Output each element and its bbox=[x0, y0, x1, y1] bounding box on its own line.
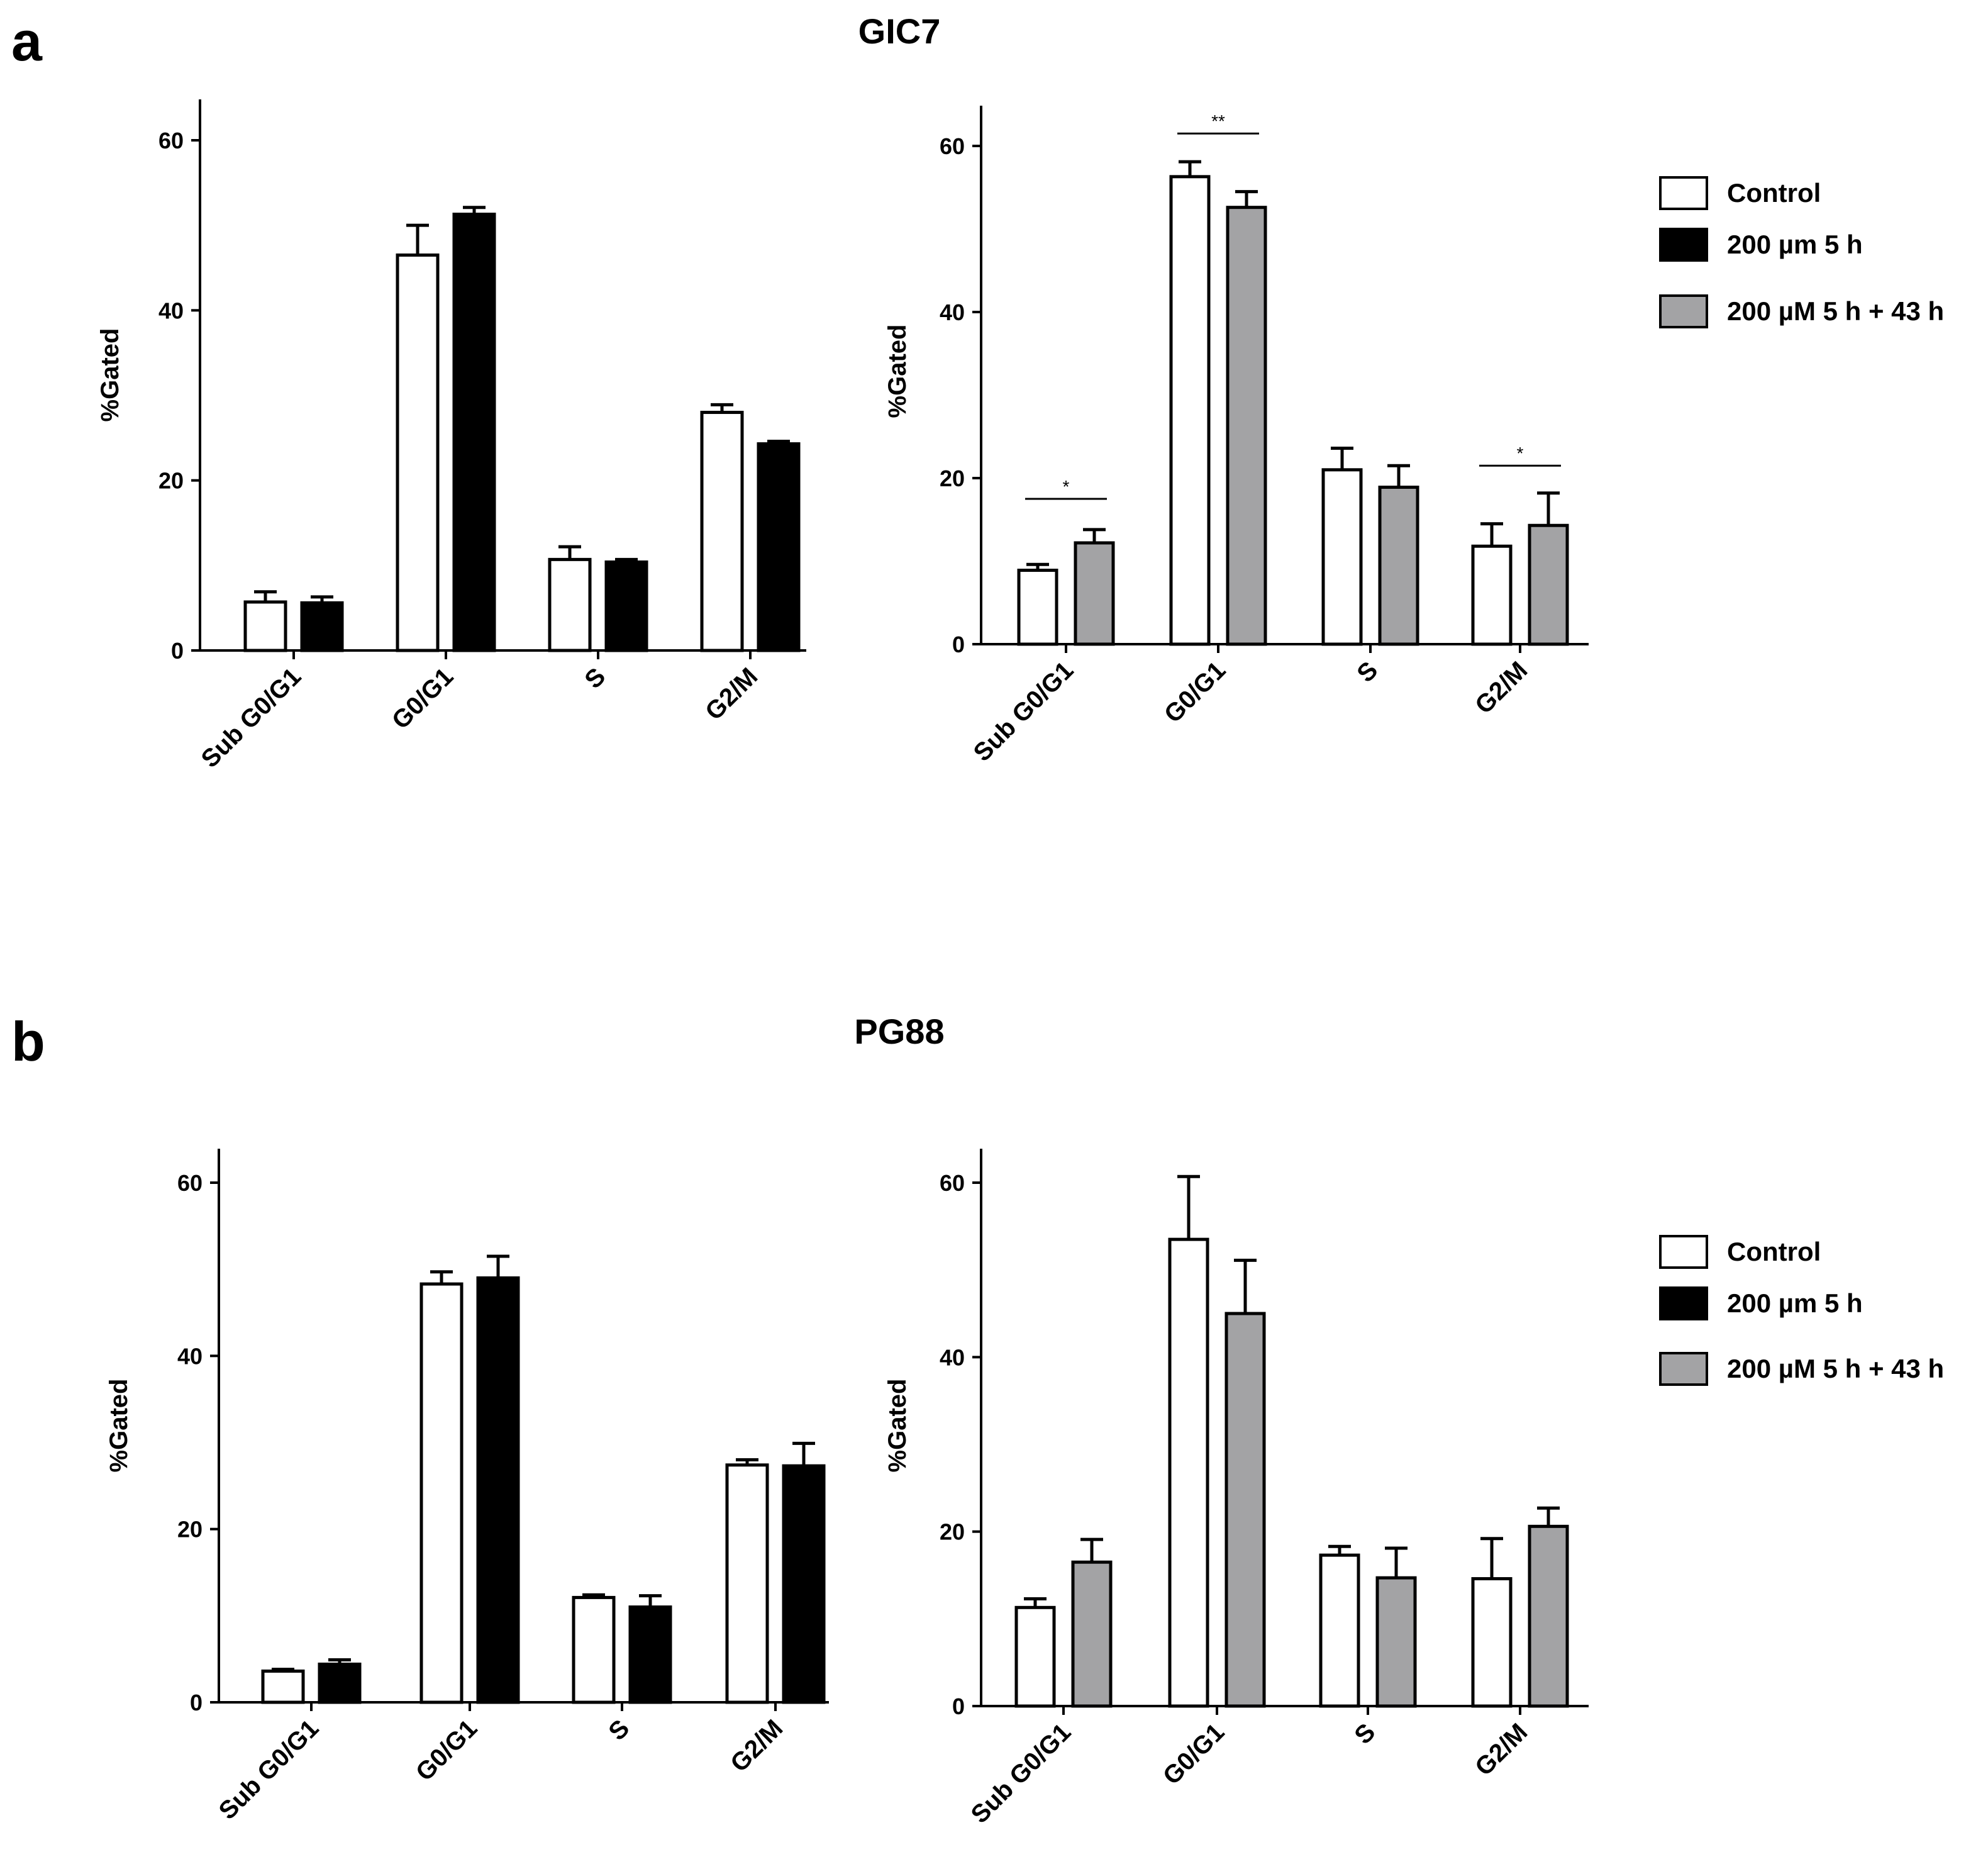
y-tick-label: 0 bbox=[171, 638, 184, 664]
y-tick-label: 20 bbox=[940, 1519, 965, 1545]
legend-swatch-200um-5h bbox=[1659, 228, 1708, 262]
y-tick-label: 60 bbox=[158, 128, 184, 153]
bar-200-m-5-h-g2-m bbox=[757, 442, 801, 652]
legend-item-200um-5h-43h: 200 µM 5 h + 43 h bbox=[1659, 289, 1944, 333]
x-tick-label-s: S bbox=[1352, 656, 1383, 688]
legend-item-control: Control bbox=[1659, 171, 1821, 215]
y-axis-label: %Gated bbox=[96, 328, 124, 422]
bar-200-m-5-h-s bbox=[604, 560, 648, 652]
bar-200-m-5-h-43-h-sub-g0-g1 bbox=[1074, 541, 1115, 646]
x-tick-label-sub-g0-g1: Sub G0/G1 bbox=[969, 656, 1079, 767]
y-tick-label: 40 bbox=[940, 299, 965, 325]
y-tick-label: 40 bbox=[177, 1343, 203, 1369]
y-tick-label: 0 bbox=[952, 1693, 965, 1719]
x-tick-label-g0-g1: G0/G1 bbox=[1159, 656, 1231, 728]
y-tick-label: 40 bbox=[158, 298, 184, 323]
bar-control-s bbox=[1321, 468, 1363, 646]
x-tick-label-g2-m: G2/M bbox=[1470, 1718, 1533, 1781]
bar-control-g0-g1 bbox=[396, 253, 440, 652]
legend-bottom: Control 200 µm 5 h 200 µM 5 h + 43 h bbox=[1659, 1230, 1988, 1419]
panel-a-title: GIC7 bbox=[858, 11, 941, 51]
bar-control-g0-g1 bbox=[419, 1282, 464, 1704]
bar-control-s bbox=[1319, 1553, 1360, 1708]
legend-label-control: Control bbox=[1727, 178, 1821, 208]
legend-swatch-200um-5h bbox=[1659, 1286, 1708, 1320]
legend-top: Control 200 µm 5 h 200 µM 5 h + 43 h bbox=[1659, 171, 1988, 360]
legend-swatch-control bbox=[1659, 176, 1708, 210]
y-axis-label: %Gated bbox=[105, 1379, 133, 1473]
legend-swatch-200um-5h-43h bbox=[1659, 294, 1708, 328]
bar-control-s bbox=[548, 557, 592, 652]
legend-label-200um-5h-43h: 200 µM 5 h + 43 h bbox=[1727, 1354, 1945, 1383]
bar-control-g2-m bbox=[700, 411, 744, 652]
legend-label-control: Control bbox=[1727, 1237, 1821, 1266]
y-axis-label: %Gated bbox=[884, 325, 911, 418]
panel-b-title: PG88 bbox=[854, 1012, 945, 1051]
bar-200-m-5-h-sub-g0-g1 bbox=[300, 601, 344, 652]
bar-control-g2-m bbox=[1471, 544, 1513, 646]
y-tick-label: 40 bbox=[940, 1344, 965, 1370]
bar-control-g2-m bbox=[1471, 1577, 1513, 1708]
panel-a-letter: a bbox=[11, 10, 42, 72]
legend-swatch-control bbox=[1659, 1235, 1708, 1269]
significance-marker-g2-m: * bbox=[1517, 444, 1524, 463]
legend-item-200um-5h: 200 µm 5 h bbox=[1659, 223, 1863, 267]
bar-200-m-5-h-43-h-sub-g0-g1 bbox=[1071, 1560, 1113, 1708]
legend-label-200um-5h: 200 µm 5 h bbox=[1727, 1288, 1863, 1318]
bar-200-m-5-h-sub-g0-g1 bbox=[318, 1662, 362, 1704]
chart-b-right: 0 20 40 60 %Gated Sub G0/G1 G0/G1 S G2/M bbox=[884, 1149, 1589, 1829]
bar-control-sub-g0-g1 bbox=[261, 1669, 305, 1704]
bar-200-m-5-h-g0-g1 bbox=[452, 213, 496, 652]
bar-control-sub-g0-g1 bbox=[243, 600, 287, 652]
legend-item-200um-5h-43h: 200 µM 5 h + 43 h bbox=[1659, 1347, 1944, 1391]
bar-control-g2-m bbox=[725, 1463, 769, 1704]
y-axis-label: %Gated bbox=[884, 1379, 911, 1473]
bar-200-m-5-h-g0-g1 bbox=[476, 1276, 520, 1704]
y-tick-label: 0 bbox=[190, 1690, 203, 1716]
legend-item-control: Control bbox=[1659, 1230, 1821, 1274]
bar-control-g0-g1 bbox=[1169, 175, 1211, 646]
bar-200-m-5-h-43-h-g0-g1 bbox=[1226, 206, 1267, 646]
y-tick-label: 60 bbox=[940, 133, 965, 159]
bar-control-s bbox=[572, 1595, 616, 1704]
legend-swatch-200um-5h-43h bbox=[1659, 1352, 1708, 1386]
y-tick-label: 60 bbox=[177, 1170, 203, 1196]
y-tick-label: 20 bbox=[177, 1517, 203, 1543]
bar-control-g0-g1 bbox=[1168, 1237, 1209, 1708]
bar-200-m-5-h-43-h-g2-m bbox=[1528, 1524, 1569, 1708]
y-tick-label: 20 bbox=[940, 466, 965, 491]
legend-item-200um-5h: 200 µm 5 h bbox=[1659, 1281, 1863, 1325]
bar-200-m-5-h-43-h-g2-m bbox=[1528, 523, 1569, 646]
x-tick-label-s: S bbox=[1349, 1718, 1380, 1749]
y-tick-label: 0 bbox=[952, 632, 965, 657]
bar-200-m-5-h-g2-m bbox=[782, 1464, 826, 1704]
panel-b-letter: b bbox=[11, 1010, 45, 1073]
y-tick-label: 60 bbox=[940, 1170, 965, 1196]
significance-marker-g0-g1: ** bbox=[1211, 111, 1225, 131]
significance-marker-sub-g0-g1: * bbox=[1063, 477, 1070, 496]
legend-label-200um-5h-43h: 200 µM 5 h + 43 h bbox=[1727, 296, 1945, 326]
legend-label-200um-5h: 200 µm 5 h bbox=[1727, 230, 1863, 259]
bar-control-sub-g0-g1 bbox=[1014, 1605, 1056, 1708]
x-tick-label-sub-g0-g1: Sub G0/G1 bbox=[966, 1718, 1077, 1829]
bar-200-m-5-h-43-h-g0-g1 bbox=[1224, 1312, 1266, 1708]
x-tick-label-g0-g1: G0/G1 bbox=[1158, 1718, 1230, 1790]
x-tick-label-g2-m: G2/M bbox=[1470, 656, 1533, 719]
y-tick-label: 20 bbox=[158, 468, 184, 494]
bar-200-m-5-h-43-h-s bbox=[1375, 1576, 1417, 1708]
bar-200-m-5-h-s bbox=[628, 1605, 672, 1704]
bar-200-m-5-h-43-h-s bbox=[1378, 486, 1419, 646]
bar-control-sub-g0-g1 bbox=[1017, 569, 1058, 646]
